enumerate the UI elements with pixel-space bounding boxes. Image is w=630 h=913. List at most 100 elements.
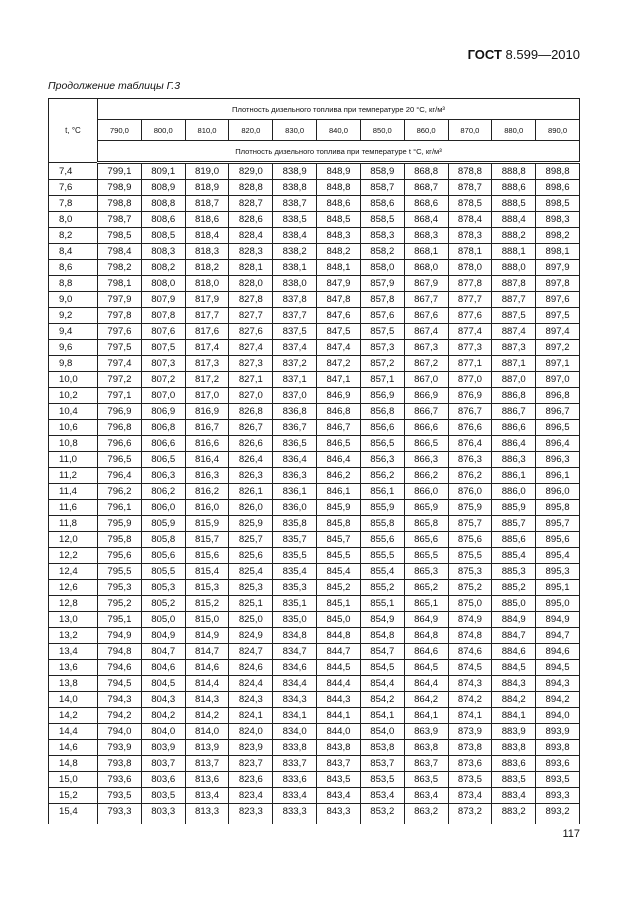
density-cell: 803,3 — [140, 803, 186, 824]
density-column-header: 790,0 — [97, 119, 142, 141]
density-cell: 863,7 — [403, 755, 449, 772]
density-cell: 803,6 — [140, 771, 186, 788]
density-cell: 806,8 — [140, 419, 186, 436]
table-row: 11,2 796,4 806,3 816,3 826,3 836,3 846,2 856,2 8… — [48, 467, 580, 484]
density-cell: 884,9 — [491, 611, 537, 628]
table-row: 13,6 794,6 804,6 814,6 824,6 834,6 844,5 854,5 8… — [48, 659, 580, 676]
density-cell: 873,6 — [447, 755, 493, 772]
density-cell: 864,9 — [403, 611, 449, 628]
density-cell: 868,4 — [403, 211, 449, 228]
density-cell: 833,6 — [272, 771, 318, 788]
density-cell: 797,8 — [97, 307, 142, 324]
table-body: 7,4 799,1 809,1 819,0 829,0 838,9 848,9 858,9 86… — [48, 162, 580, 824]
density-cell: 858,9 — [359, 162, 405, 180]
temperature-cell: 10,8 — [48, 435, 98, 452]
density-cell: 884,6 — [491, 643, 537, 660]
density-cell: 809,1 — [140, 162, 186, 180]
density-cell: 798,2 — [97, 259, 142, 276]
density-cell: 874,3 — [447, 675, 493, 692]
density-cell: 826,0 — [228, 499, 274, 516]
density-cell: 837,1 — [272, 371, 318, 388]
density-cell: 833,4 — [272, 787, 318, 804]
density-cell: 877,4 — [447, 323, 493, 340]
density-cell: 875,7 — [447, 515, 493, 532]
temperature-cell: 9,2 — [48, 307, 98, 324]
density-cell: 867,0 — [403, 371, 449, 388]
density-cell: 896,3 — [535, 451, 580, 468]
density-cell: 806,5 — [140, 451, 186, 468]
density-cell: 898,5 — [535, 195, 580, 212]
density-cell: 854,8 — [359, 627, 405, 644]
table-row: 9,4 797,6 807,6 817,6 827,6 837,5 847,5 857,5 86… — [48, 323, 580, 340]
density-cell: 864,2 — [403, 691, 449, 708]
density-cell: 826,1 — [228, 483, 274, 500]
table-row: 11,8 795,9 805,9 815,9 825,9 835,8 845,8 855,8 8… — [48, 515, 580, 532]
temperature-cell: 9,6 — [48, 339, 98, 356]
density-cell: 816,3 — [184, 467, 230, 484]
density-column-header: 830,0 — [272, 119, 318, 141]
density-cell: 798,5 — [97, 227, 142, 244]
density-cell: 867,4 — [403, 323, 449, 340]
density-cell: 878,4 — [447, 211, 493, 228]
density-cell: 895,3 — [535, 563, 580, 580]
page-number: 117 — [562, 828, 580, 840]
table-row: 15,2 793,5 803,5 813,4 823,4 833,4 843,4 853,4 8… — [48, 787, 580, 804]
density-cell: 894,0 — [535, 707, 580, 724]
density-columns-row: 790,0 800,0 810,0 820,0 830,0 840,0 850,0 860,0… — [49, 119, 580, 141]
density-cell: 796,4 — [97, 467, 142, 484]
density-cell: 893,2 — [535, 803, 580, 824]
table-row: 7,6 798,9 808,9 818,9 828,8 838,8 848,8 858,7 86… — [48, 179, 580, 196]
density-cell: 883,6 — [491, 755, 537, 772]
density-cell: 816,2 — [184, 483, 230, 500]
density-cell: 854,2 — [359, 691, 405, 708]
table-row: 13,0 795,1 805,0 815,0 825,0 835,0 845,0 854,9 8… — [48, 611, 580, 628]
temperature-cell: 14,8 — [48, 755, 98, 772]
density-cell: 835,5 — [272, 547, 318, 564]
standard-code: ГОСТ — [467, 47, 502, 62]
density-cell: 827,6 — [228, 323, 274, 340]
density-cell: 813,4 — [184, 787, 230, 804]
density-cell: 825,6 — [228, 547, 274, 564]
density-cell: 834,1 — [272, 707, 318, 724]
density-cell: 826,6 — [228, 435, 274, 452]
density-column-header: 800,0 — [140, 119, 186, 141]
temperature-cell: 12,2 — [48, 547, 98, 564]
density-cell: 896,5 — [535, 419, 580, 436]
density-cell: 874,8 — [447, 627, 493, 644]
density-cell: 847,8 — [316, 291, 361, 308]
temperature-cell: 9,0 — [48, 291, 98, 308]
density-cell: 877,0 — [447, 371, 493, 388]
temperature-cell: 13,0 — [48, 611, 98, 628]
density-cell: 857,3 — [359, 339, 405, 356]
density-cell: 794,8 — [97, 643, 142, 660]
density-cell: 897,8 — [535, 275, 580, 292]
density-cell: 823,6 — [228, 771, 274, 788]
density-cell: 856,1 — [359, 483, 405, 500]
density-cell: 893,3 — [535, 787, 580, 804]
density-cell: 896,8 — [535, 387, 580, 404]
table-row: 10,6 796,8 806,8 816,7 826,7 836,7 846,7 856,6 8… — [48, 419, 580, 436]
density-cell: 824,6 — [228, 659, 274, 676]
density-cell: 808,2 — [140, 259, 186, 276]
density-cell: 836,0 — [272, 499, 318, 516]
document-standard-header: ГОСТ 8.599—2010 — [468, 47, 580, 62]
density-cell: 795,1 — [97, 611, 142, 628]
density-cell: 818,6 — [184, 211, 230, 228]
density-cell: 863,4 — [403, 787, 449, 804]
density-cell: 826,3 — [228, 467, 274, 484]
density-cell: 843,5 — [316, 771, 361, 788]
density-cell: 878,0 — [447, 259, 493, 276]
density-cell: 845,5 — [316, 547, 361, 564]
density-cell: 854,9 — [359, 611, 405, 628]
density-column-header: 880,0 — [491, 119, 537, 141]
top-header: Плотность дизельного топлива при темпера… — [97, 98, 580, 120]
density-cell: 815,7 — [184, 531, 230, 548]
density-cell: 803,9 — [140, 739, 186, 756]
density-cell: 838,9 — [272, 162, 318, 180]
density-cell: 815,2 — [184, 595, 230, 612]
density-cell: 838,1 — [272, 259, 318, 276]
density-cell: 875,0 — [447, 595, 493, 612]
density-cell: 845,2 — [316, 579, 361, 596]
density-table: t, °C Плотность дизельного топлива при т… — [48, 98, 580, 824]
density-cell: 845,1 — [316, 595, 361, 612]
